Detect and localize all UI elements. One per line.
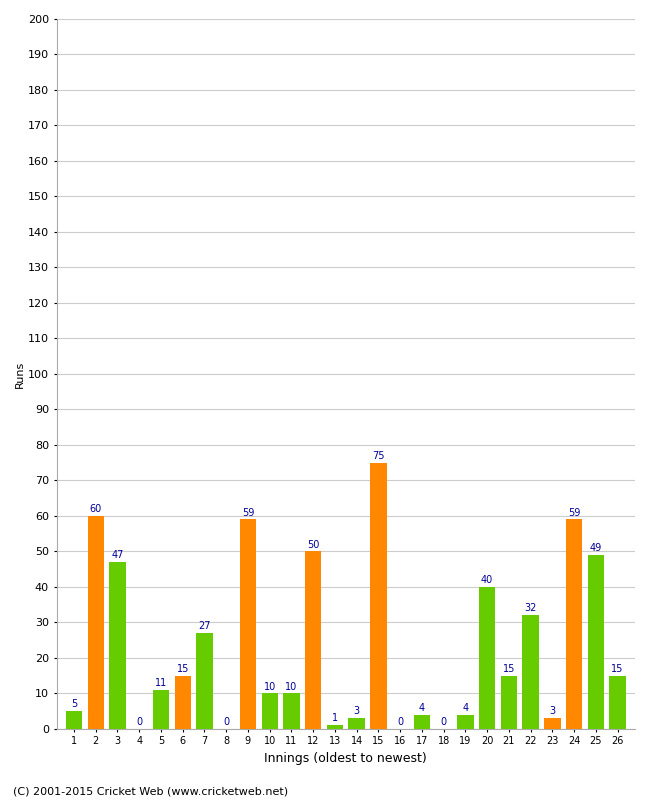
Bar	[457, 714, 474, 729]
Text: 0: 0	[397, 717, 403, 727]
Text: 10: 10	[263, 682, 276, 691]
Bar	[523, 615, 539, 729]
Text: 4: 4	[462, 703, 469, 713]
Bar	[370, 462, 387, 729]
Bar	[566, 519, 582, 729]
Text: 60: 60	[90, 504, 102, 514]
Bar	[66, 711, 82, 729]
Text: 1: 1	[332, 714, 338, 723]
Text: 59: 59	[568, 508, 580, 518]
Text: 0: 0	[223, 717, 229, 727]
Text: 0: 0	[441, 717, 447, 727]
Text: 27: 27	[198, 622, 211, 631]
Text: 50: 50	[307, 539, 319, 550]
Bar	[261, 694, 278, 729]
Bar	[174, 675, 191, 729]
Bar	[414, 714, 430, 729]
Y-axis label: Runs: Runs	[15, 360, 25, 387]
Text: 5: 5	[71, 699, 77, 710]
Bar	[500, 675, 517, 729]
Bar	[153, 690, 169, 729]
Bar	[196, 633, 213, 729]
Text: (C) 2001-2015 Cricket Web (www.cricketweb.net): (C) 2001-2015 Cricket Web (www.cricketwe…	[13, 786, 288, 796]
Text: 15: 15	[502, 664, 515, 674]
Bar	[88, 516, 104, 729]
Bar	[327, 726, 343, 729]
Bar	[109, 562, 125, 729]
Bar	[283, 694, 300, 729]
Bar	[240, 519, 256, 729]
Bar	[348, 718, 365, 729]
Text: 75: 75	[372, 451, 385, 461]
Text: 0: 0	[136, 717, 142, 727]
Text: 11: 11	[155, 678, 167, 688]
Text: 4: 4	[419, 703, 425, 713]
Text: 40: 40	[481, 575, 493, 585]
Text: 32: 32	[525, 603, 537, 614]
Bar	[305, 551, 321, 729]
Text: 3: 3	[354, 706, 359, 716]
Bar	[479, 587, 495, 729]
Text: 47: 47	[111, 550, 124, 560]
Text: 3: 3	[549, 706, 556, 716]
Text: 15: 15	[177, 664, 189, 674]
Bar	[588, 555, 604, 729]
X-axis label: Innings (oldest to newest): Innings (oldest to newest)	[265, 752, 427, 765]
Text: 15: 15	[612, 664, 624, 674]
Bar	[610, 675, 626, 729]
Text: 49: 49	[590, 543, 602, 553]
Text: 59: 59	[242, 508, 254, 518]
Text: 10: 10	[285, 682, 298, 691]
Bar	[544, 718, 560, 729]
